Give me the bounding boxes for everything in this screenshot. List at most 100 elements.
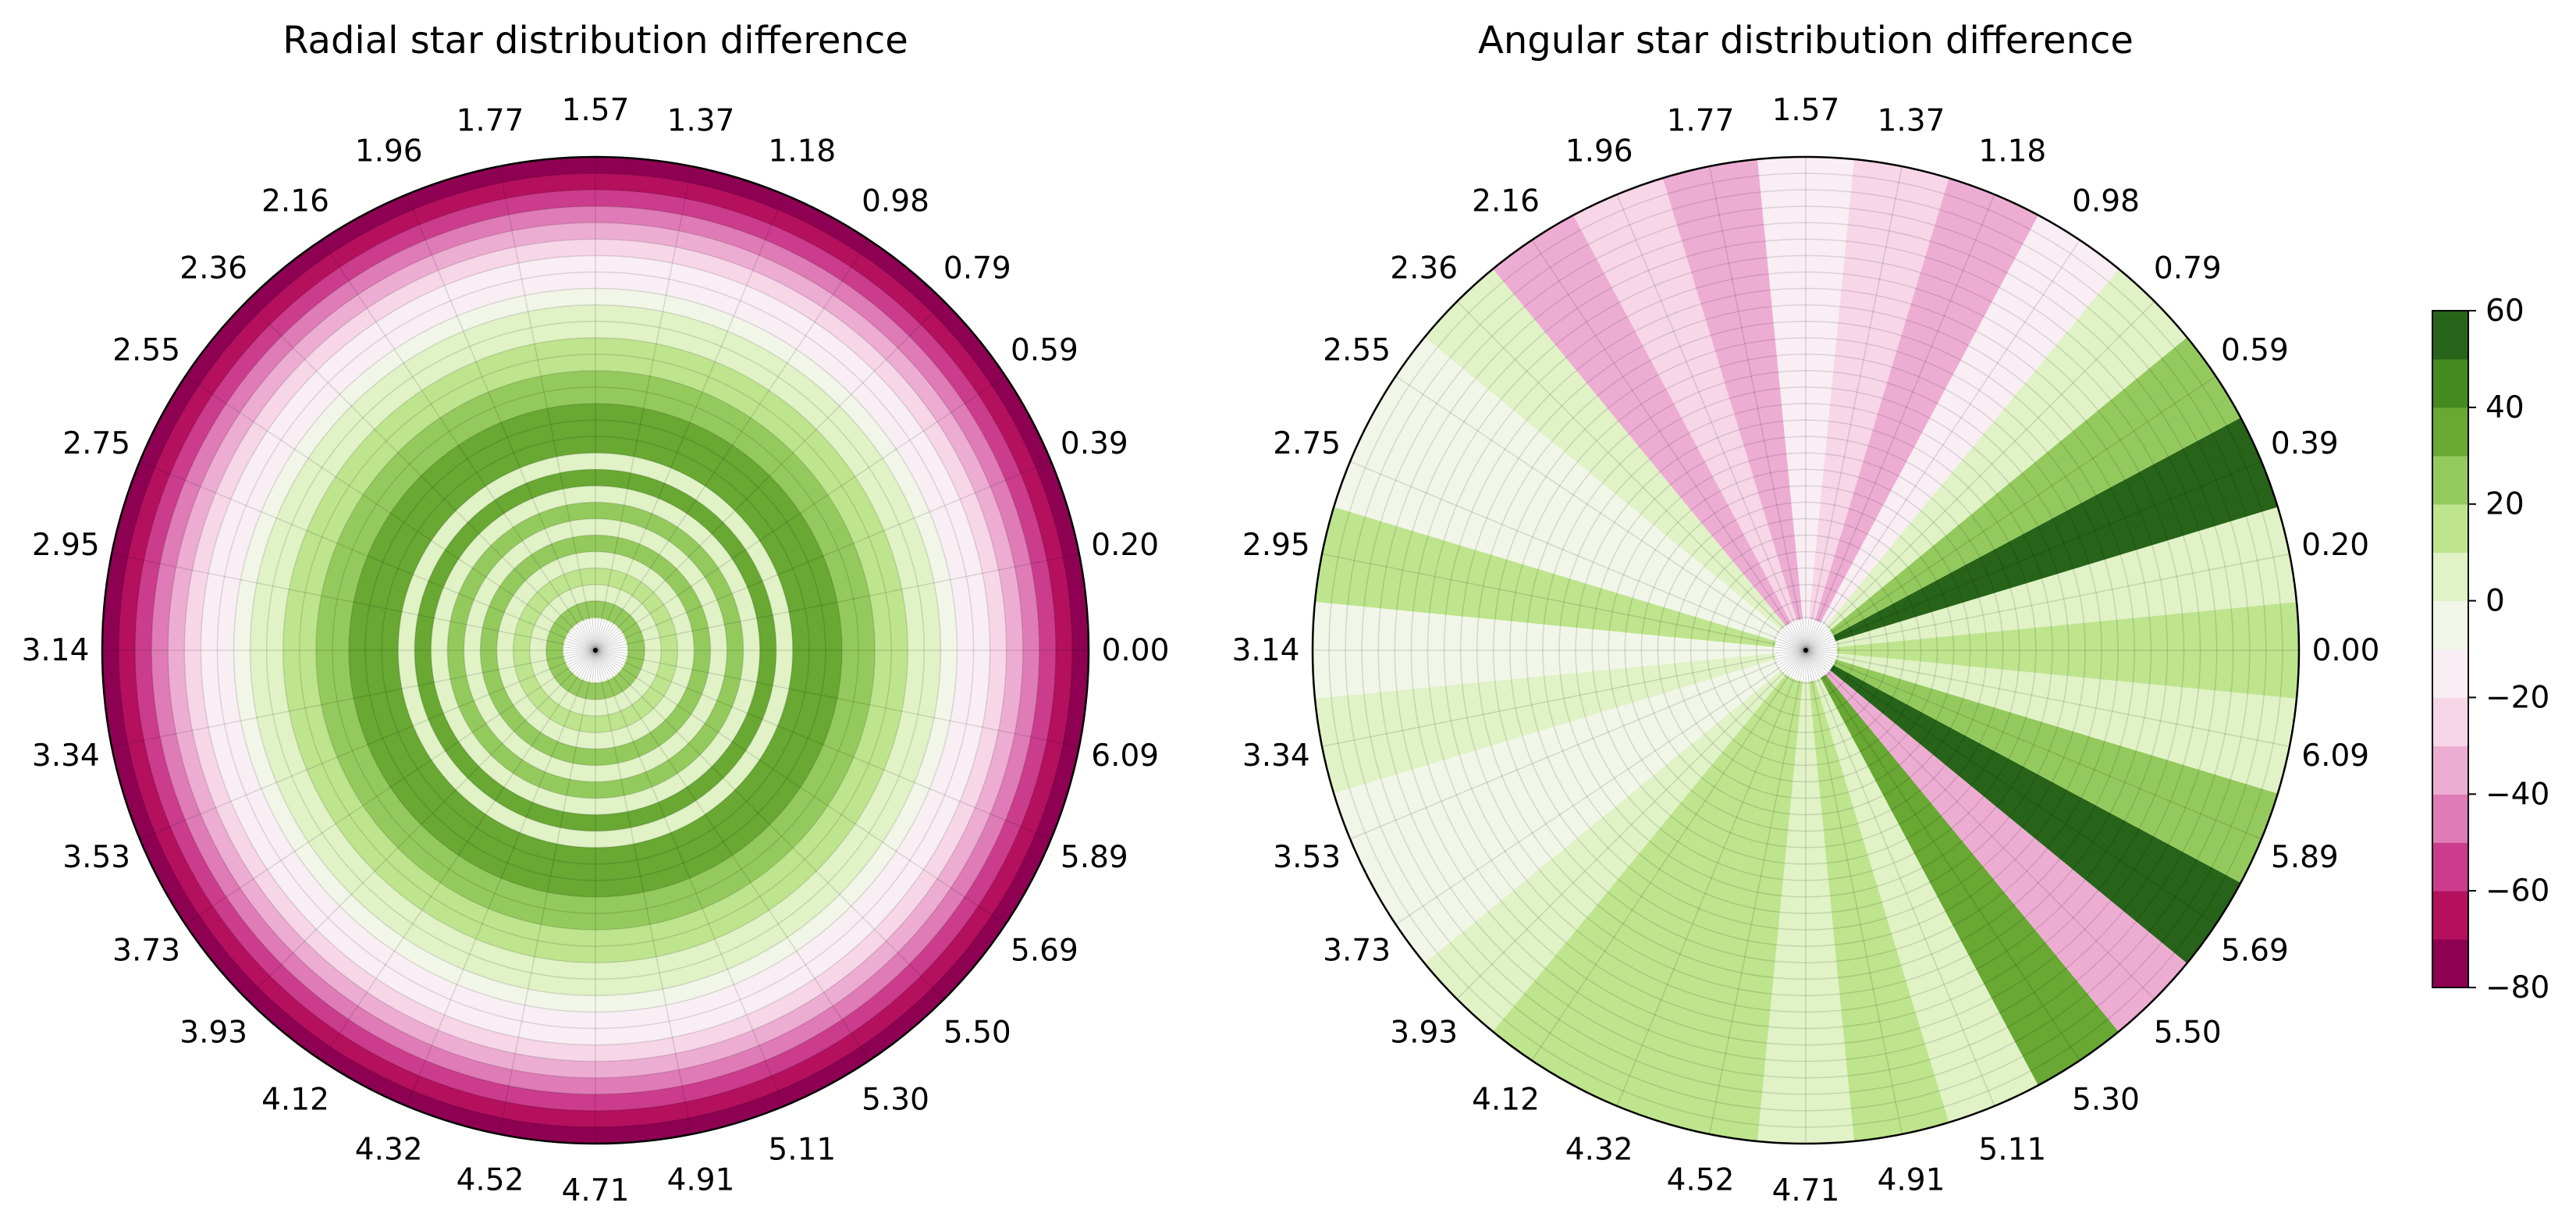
radial-chart-title: Radial star distribution difference: [282, 19, 908, 62]
angular-tick-label: 5.30: [2072, 1082, 2140, 1117]
hub-spoke: [575, 649, 596, 675]
grid-ring: [1591, 436, 2020, 865]
angular-tick-label: 0.79: [943, 251, 1011, 286]
hub-spoke: [1805, 649, 1821, 678]
hub-spoke: [575, 625, 596, 651]
angular-sector-28: [1806, 650, 2187, 1032]
colorbar-segment: [2432, 939, 2468, 988]
colorbar-segment: [2432, 455, 2468, 505]
hub-spoke: [566, 638, 596, 651]
grid-ring: [167, 222, 1024, 1079]
grid-ring: [1558, 403, 2053, 898]
hub-spoke: [595, 649, 606, 681]
angular-chart-title: Angular star distribution difference: [1478, 19, 2134, 62]
angular-tick-label: 4.91: [667, 1163, 735, 1198]
angular-sector-10: [1573, 178, 1806, 650]
grid-spoke: [246, 649, 596, 1000]
angular-sector-16: [1312, 602, 1806, 699]
grid-spoke: [1805, 649, 2080, 1061]
angular-sector-30: [1806, 650, 2278, 883]
grid-ring: [1328, 173, 2283, 1128]
hub-spoke: [595, 622, 611, 651]
hub-spoke: [565, 649, 596, 660]
grid-ring: [1756, 600, 1856, 700]
grid-ring: [1657, 501, 1955, 799]
hub-spoke: [595, 632, 622, 651]
grid-spoke: [1805, 553, 2290, 651]
grid-spoke: [185, 375, 596, 651]
grid-ring: [1377, 222, 2234, 1079]
grid-spoke: [1805, 461, 2262, 651]
angular-sector-19: [1370, 650, 1806, 963]
grid-spoke: [1321, 649, 1807, 748]
hub-spoke: [1805, 649, 1824, 677]
hub-spoke: [583, 621, 596, 651]
grid-spoke: [595, 553, 1080, 651]
grid-ring: [282, 336, 909, 964]
hub-spoke: [1776, 638, 1807, 651]
colorbar-tick-label: −40: [2485, 777, 2549, 812]
grid-spoke: [1805, 301, 2155, 651]
angular-tick-label: 4.12: [261, 1082, 329, 1117]
angular-sector-12: [1424, 269, 1806, 650]
hub-spoke: [1805, 619, 1810, 651]
hub-spoke: [1805, 649, 1832, 668]
colorbar-segment: [2432, 552, 2468, 602]
grid-spoke: [1531, 240, 1807, 651]
hub-spoke: [573, 628, 596, 651]
polar-frame: [101, 155, 1090, 1145]
angular-tick-label: 1.18: [768, 134, 836, 169]
angular-sector-31: [1806, 650, 2297, 794]
angular-tick-label: 4.32: [355, 1132, 423, 1167]
hub-spoke: [1805, 620, 1816, 651]
grid-spoke: [1456, 649, 1807, 1000]
hub-spoke: [592, 649, 596, 681]
angular-tick-label: 3.73: [112, 934, 180, 969]
grid-spoke: [498, 165, 596, 651]
grid-spoke: [595, 194, 785, 651]
colorbar-tick-label: 20: [2485, 487, 2524, 522]
angular-tick-label: 4.52: [457, 1163, 524, 1198]
hub-spoke: [573, 649, 596, 673]
hub-spoke: [1793, 621, 1807, 651]
hub-spoke: [1775, 646, 1807, 651]
hub-spoke: [1805, 640, 1836, 651]
grid-ring: [528, 583, 663, 717]
hub-spoke: [1805, 649, 1810, 681]
grid-ring: [1673, 518, 1938, 783]
grid-spoke: [1805, 375, 2216, 651]
angular-tick-label: 3.34: [1242, 738, 1310, 774]
grid-ring: [233, 287, 958, 1013]
angular-tick-label: 5.11: [768, 1132, 836, 1167]
grid-spoke: [246, 301, 596, 651]
colorbar-tick-label: 0: [2485, 584, 2505, 619]
grid-spoke: [595, 461, 1052, 651]
grid-spoke: [498, 649, 596, 1135]
angular-tick-label: 0.39: [1061, 426, 1128, 461]
angular-tick-label: 4.91: [1878, 1163, 1945, 1198]
hub-spoke: [1775, 649, 1807, 654]
grid-ring: [414, 468, 777, 832]
hub-spoke: [1781, 649, 1807, 671]
grid-spoke: [595, 649, 945, 1000]
colorbar-tick-label: 60: [2485, 294, 2524, 329]
polar-grid: [102, 157, 1089, 1144]
hub-spoke: [1799, 619, 1807, 651]
angular-sector-0: [1806, 602, 2300, 699]
hub-spoke: [1775, 643, 1807, 651]
hub-spoke: [1805, 649, 1836, 660]
hub-spoke: [595, 638, 625, 651]
angular-tick-label: 0.98: [862, 184, 929, 219]
grid-spoke: [1805, 240, 2080, 651]
hub-spoke: [595, 621, 608, 651]
hub-spoke: [1783, 649, 1807, 673]
grid-spoke: [595, 240, 870, 651]
angular-tick-label: 5.89: [1061, 840, 1128, 875]
grid-spoke: [1321, 553, 1807, 651]
hub-spoke: [595, 649, 599, 681]
angular-polar-chart: 0.00 0.20 0.39 0.59 0.79 0.98 1.18 1.37 1.57 1.77…: [1232, 93, 2380, 1208]
hub-spoke: [1796, 620, 1807, 651]
angular-sector-3: [1806, 337, 2241, 650]
angular-sector-8: [1757, 156, 1854, 650]
grid-ring: [545, 600, 645, 700]
